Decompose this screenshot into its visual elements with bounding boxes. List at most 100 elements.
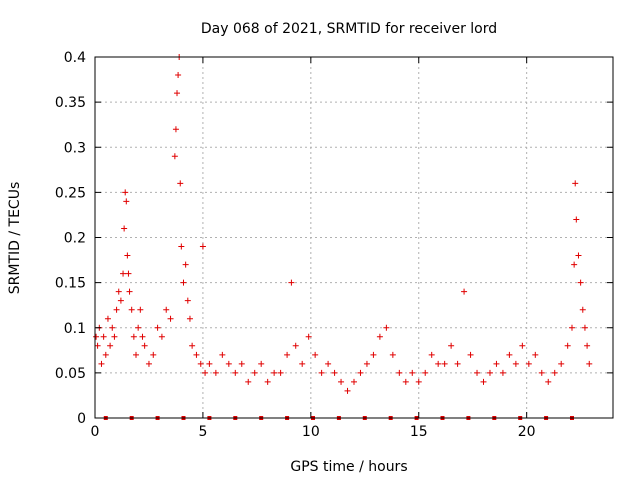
y-tick-label: 0.2	[64, 231, 86, 247]
data-point	[258, 360, 265, 367]
x-tick-label: 5	[198, 424, 207, 440]
data-point	[389, 351, 396, 358]
data-point	[415, 378, 422, 385]
data-point	[212, 369, 219, 376]
data-point	[225, 360, 232, 367]
data-point	[486, 369, 493, 376]
data-point	[219, 351, 226, 358]
data-point	[575, 252, 582, 259]
data-point	[448, 342, 455, 349]
data-point	[288, 279, 295, 286]
data-point	[184, 297, 191, 304]
data-point	[581, 324, 588, 331]
data-point	[180, 279, 187, 286]
data-point	[139, 333, 146, 340]
data-point	[493, 360, 500, 367]
y-tick-label: 0.25	[55, 185, 86, 201]
data-point	[402, 378, 409, 385]
data-point	[532, 351, 539, 358]
y-tick-label: 0.4	[64, 50, 86, 66]
data-point	[199, 243, 206, 250]
data-point	[178, 243, 185, 250]
data-point	[318, 369, 325, 376]
data-point	[474, 369, 481, 376]
data-point	[245, 378, 252, 385]
data-point	[357, 369, 364, 376]
x-axis-label: GPS time / hours	[290, 459, 407, 475]
data-point	[568, 324, 575, 331]
data-point	[150, 351, 157, 358]
data-point	[133, 351, 140, 358]
y-tick-label: 0.3	[64, 140, 86, 156]
data-point	[115, 288, 122, 295]
data-point	[189, 342, 196, 349]
data-point	[538, 369, 545, 376]
data-point	[154, 324, 161, 331]
data-point	[175, 72, 182, 79]
data-point	[428, 351, 435, 358]
data-point	[122, 189, 129, 196]
chart-title: Day 068 of 2021, SRMTID for receiver lor…	[201, 21, 497, 37]
data-point	[480, 378, 487, 385]
data-point	[363, 360, 370, 367]
y-tick-label: 0.05	[55, 366, 86, 382]
data-point	[519, 342, 526, 349]
data-point	[351, 378, 357, 385]
data-point	[121, 225, 128, 232]
data-point	[312, 351, 319, 358]
data-point	[130, 333, 137, 340]
data-point	[104, 315, 111, 322]
data-point	[579, 306, 586, 313]
data-point	[512, 360, 519, 367]
data-point	[163, 306, 170, 313]
y-tick-label: 0.1	[64, 321, 86, 337]
data-point	[344, 387, 351, 394]
data-point	[193, 351, 200, 358]
data-point	[125, 270, 132, 277]
data-point	[94, 342, 101, 349]
x-tick-label: 10	[302, 424, 320, 440]
data-point	[572, 180, 579, 187]
data-point	[409, 369, 416, 376]
data-point	[238, 360, 245, 367]
data-point	[558, 360, 565, 367]
data-point	[525, 360, 532, 367]
data-point	[137, 306, 144, 313]
x-tick-label: 0	[91, 424, 100, 440]
data-point	[551, 369, 558, 376]
y-tick-label: 0.35	[55, 95, 86, 111]
data-point	[305, 333, 312, 340]
data-point	[454, 360, 461, 367]
data-point	[577, 279, 584, 286]
data-point	[264, 378, 271, 385]
data-point	[232, 369, 239, 376]
data-points	[93, 54, 593, 394]
data-point	[396, 369, 403, 376]
data-point	[545, 378, 552, 385]
data-point	[271, 369, 278, 376]
data-point	[113, 306, 120, 313]
data-point	[135, 324, 142, 331]
data-point	[370, 351, 377, 358]
data-point	[171, 153, 178, 160]
data-point	[202, 369, 209, 376]
data-point	[331, 369, 338, 376]
data-point	[186, 315, 193, 322]
data-point	[172, 126, 179, 133]
data-point	[573, 216, 580, 223]
data-point	[584, 342, 591, 349]
data-point	[145, 360, 152, 367]
data-point	[100, 333, 107, 340]
data-point	[461, 288, 468, 295]
data-point	[158, 333, 165, 340]
x-tick-label: 20	[518, 424, 536, 440]
data-point	[98, 360, 105, 367]
data-point	[102, 351, 109, 358]
data-point	[586, 360, 593, 367]
data-point	[564, 342, 571, 349]
data-point	[93, 333, 100, 340]
data-point	[174, 90, 181, 97]
data-point	[292, 342, 299, 349]
data-point	[111, 333, 118, 340]
